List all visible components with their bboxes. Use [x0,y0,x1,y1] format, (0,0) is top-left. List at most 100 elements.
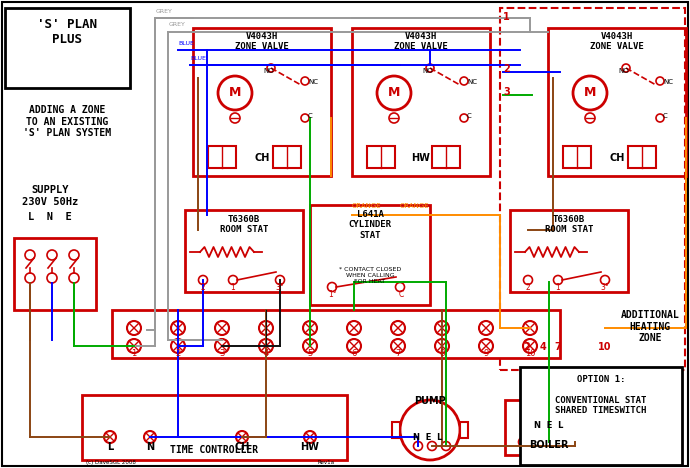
Bar [185,210,303,292]
Circle shape [479,339,493,353]
Bar [14,238,96,310]
Circle shape [303,339,317,353]
Text: C: C [398,290,404,299]
Circle shape [435,321,449,335]
Circle shape [301,114,309,122]
Circle shape [259,321,273,335]
Text: CH: CH [609,153,624,163]
Text: 8: 8 [440,349,444,358]
Circle shape [171,321,185,335]
Text: 2: 2 [524,342,531,352]
Bar [352,28,490,176]
Text: * CONTACT CLOSED
WHEN CALLING
FOR HEAT: * CONTACT CLOSED WHEN CALLING FOR HEAT [339,267,401,284]
Circle shape [218,76,252,110]
Bar [112,310,560,358]
Text: 7: 7 [395,349,401,358]
Circle shape [347,321,361,335]
Circle shape [215,321,229,335]
Text: (c) DaveSGL 2008: (c) DaveSGL 2008 [86,460,136,465]
Circle shape [304,431,316,443]
Text: OPTION 1:

CONVENTIONAL STAT
SHARED TIMESWITCH: OPTION 1: CONVENTIONAL STAT SHARED TIMES… [555,375,647,415]
Text: 3: 3 [503,87,510,97]
Text: ADDITIONAL
HEATING
ZONE: ADDITIONAL HEATING ZONE [620,310,680,343]
Text: 2: 2 [526,283,531,292]
Text: CH: CH [255,153,270,163]
Text: 1: 1 [503,12,510,22]
Text: C: C [663,113,668,119]
Circle shape [303,321,317,335]
Text: V4043H
ZONE VALVE: V4043H ZONE VALVE [590,32,644,51]
Bar [208,146,236,168]
Text: ADDING A ZONE
TO AN EXISTING
'S' PLAN SYSTEM: ADDING A ZONE TO AN EXISTING 'S' PLAN SY… [23,105,111,138]
Text: BLUE: BLUE [190,56,206,61]
Text: GREY: GREY [169,22,186,27]
Circle shape [25,273,35,283]
Bar [520,367,682,465]
Circle shape [413,441,422,451]
Text: M: M [584,87,596,100]
Circle shape [479,321,493,335]
Text: 4: 4 [264,349,268,358]
Circle shape [275,276,284,285]
Circle shape [215,339,229,353]
Circle shape [600,276,609,285]
Text: NC: NC [467,79,477,85]
Text: NO: NO [422,68,433,74]
Text: 9: 9 [484,349,489,358]
Bar [5,8,130,88]
Bar [432,146,460,168]
Text: CH: CH [235,442,250,452]
Circle shape [460,77,468,85]
Text: V4043H
ZONE VALVE: V4043H ZONE VALVE [235,32,289,51]
Text: 'S' PLAN
PLUS: 'S' PLAN PLUS [37,18,97,46]
Text: N  E  L: N E L [534,421,564,430]
Text: L641A
CYLINDER
STAT: L641A CYLINDER STAT [348,210,391,240]
Text: GREY: GREY [156,9,173,14]
Text: 2: 2 [503,64,510,74]
Bar [82,395,347,460]
Circle shape [171,339,185,353]
Circle shape [585,113,595,123]
Circle shape [435,339,449,353]
Text: 2: 2 [175,349,181,358]
Circle shape [523,321,537,335]
Text: T6360B
ROOM STAT: T6360B ROOM STAT [220,215,268,234]
Text: HW: HW [411,153,431,163]
Bar [628,146,656,168]
Circle shape [127,339,141,353]
Circle shape [656,114,664,122]
Text: N: N [146,442,154,452]
Circle shape [389,113,399,123]
Bar [273,146,301,168]
Circle shape [656,77,664,85]
Text: ORANGE: ORANGE [352,203,382,209]
Text: 10: 10 [525,349,535,358]
Text: C: C [308,113,313,119]
Text: 3°: 3° [600,283,609,292]
Circle shape [391,339,405,353]
Circle shape [144,431,156,443]
Text: 1: 1 [230,283,235,292]
Bar [563,146,591,168]
Circle shape [400,400,460,460]
Text: NC: NC [308,79,318,85]
Bar [310,205,430,305]
Circle shape [573,76,607,110]
Circle shape [301,77,309,85]
Text: L: L [107,442,113,452]
Text: 6: 6 [351,349,357,358]
Text: M: M [229,87,242,100]
Text: 1°: 1° [328,290,337,299]
Circle shape [47,250,57,260]
Circle shape [553,276,562,285]
Bar [460,422,468,438]
Text: T6360B
ROOM STAT: T6360B ROOM STAT [545,215,593,234]
Text: M: M [388,87,400,100]
Bar [510,210,628,292]
Bar [500,8,685,370]
Circle shape [328,283,337,292]
Circle shape [236,431,248,443]
Circle shape [523,339,537,353]
Text: 7: 7 [555,342,562,352]
Text: NC: NC [663,79,673,85]
